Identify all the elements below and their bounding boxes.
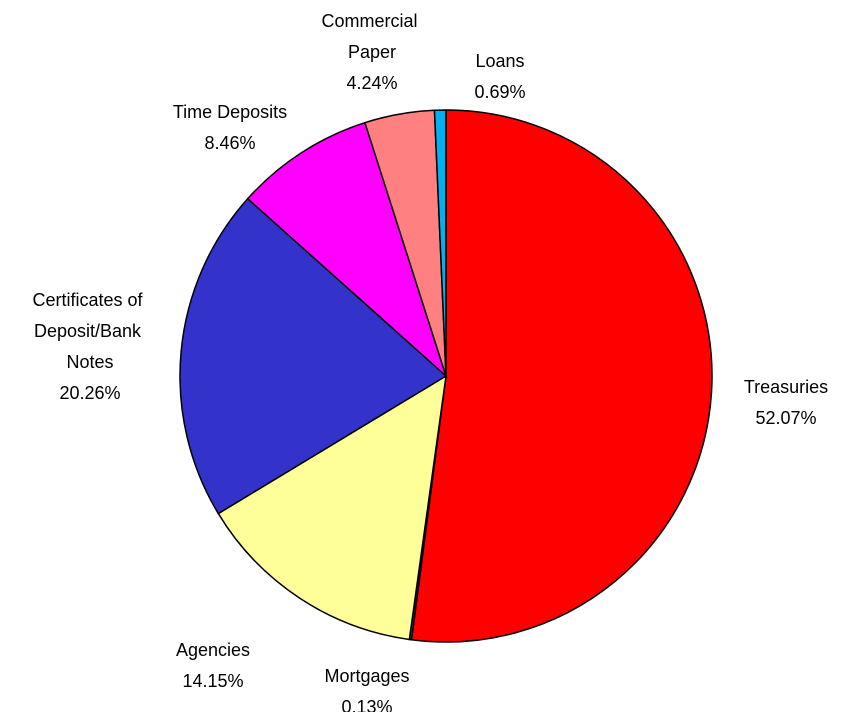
pie-slice <box>410 109 713 643</box>
pie-slice <box>217 374 447 641</box>
pie-slice <box>433 109 447 377</box>
pie-slice <box>179 197 448 515</box>
slice-value-label: 0.13% <box>341 697 392 712</box>
pie-slice <box>246 121 448 379</box>
slice-value-label: 52.07% <box>755 408 816 428</box>
slice-label: Mortgages <box>324 666 409 686</box>
slice-label: Loans <box>475 51 524 71</box>
slice-value-label: 0.69% <box>474 82 525 102</box>
slice-label: Treasuries <box>744 377 828 397</box>
slice-value-label: 20.26% <box>59 383 120 403</box>
slice-label: Time Deposits <box>173 102 287 122</box>
slice-label: Certificates of Deposit/Bank Notes <box>32 290 147 372</box>
slice-value-label: 8.46% <box>204 133 255 153</box>
slice-value-label: 14.15% <box>182 671 243 691</box>
slice-label: Agencies <box>176 640 250 660</box>
slice-value-label: 4.24% <box>346 73 397 93</box>
slice-label: Commercial Paper <box>321 11 422 62</box>
